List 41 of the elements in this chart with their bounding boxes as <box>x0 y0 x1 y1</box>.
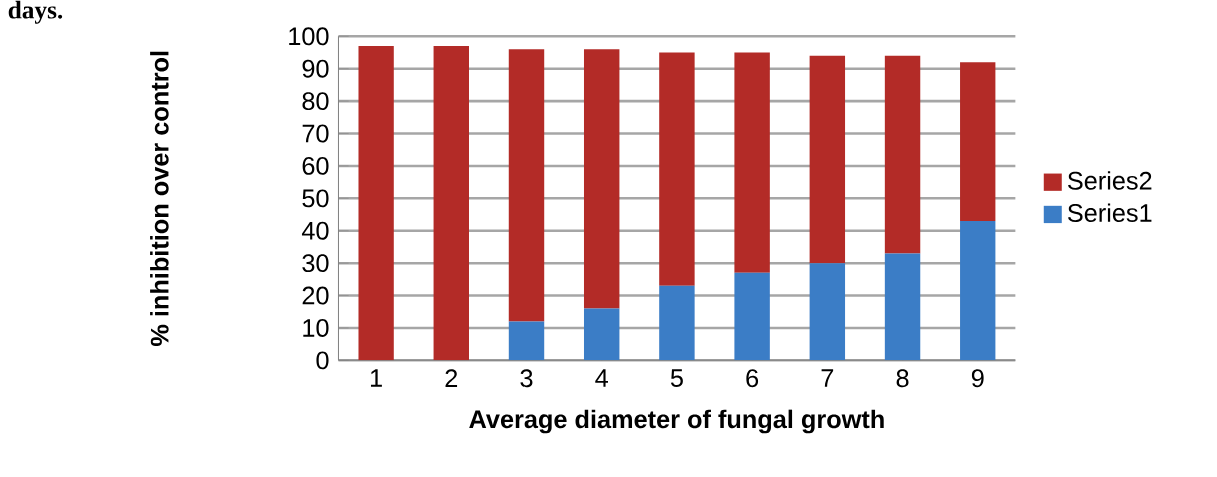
bar <box>884 55 921 254</box>
legend-label: Series2 <box>1067 171 1152 190</box>
bar <box>583 49 620 309</box>
x-axis-title: Average diameter of fungal growth <box>469 409 884 434</box>
y-tick-label: 40 <box>301 221 329 240</box>
bar <box>960 221 996 361</box>
y-tick-label: 90 <box>302 59 329 78</box>
bar <box>734 272 770 361</box>
bar <box>433 46 469 361</box>
x-tick-label: 4 <box>595 369 608 387</box>
y-tick-label: 50 <box>302 189 329 208</box>
y-tick-label: 80 <box>302 92 329 111</box>
y-tick-label: 30 <box>302 254 329 273</box>
bar <box>508 49 545 322</box>
bar <box>809 263 846 361</box>
y-tick-label: 0 <box>316 351 329 370</box>
bar <box>734 52 770 273</box>
x-tick-label: 5 <box>670 369 683 387</box>
y-tick-label: 100 <box>289 27 329 46</box>
x-tick-label: 2 <box>445 369 458 387</box>
bar <box>659 52 695 286</box>
x-tick-label: 9 <box>971 369 984 388</box>
y-tick-label: 20 <box>302 286 329 305</box>
bar <box>358 46 394 361</box>
bar <box>659 285 695 361</box>
bar <box>884 253 921 361</box>
x-tick-label: 7 <box>821 369 834 387</box>
legend-label: Series1 <box>1067 203 1152 222</box>
x-tick-label: 3 <box>520 369 533 388</box>
bar <box>508 321 545 361</box>
bar <box>809 55 846 264</box>
x-tick-label: 6 <box>746 369 759 388</box>
y-axis-title: % inhibition over control <box>150 51 169 347</box>
y-tick-label: 10 <box>303 319 329 337</box>
bar <box>583 308 620 361</box>
y-tick-label: 60 <box>302 156 329 175</box>
bar <box>960 62 996 222</box>
x-tick-label: 1 <box>370 369 382 387</box>
y-tick-label: 70 <box>302 124 329 143</box>
x-tick-label: 8 <box>896 369 909 388</box>
text: days. <box>8 0 63 24</box>
